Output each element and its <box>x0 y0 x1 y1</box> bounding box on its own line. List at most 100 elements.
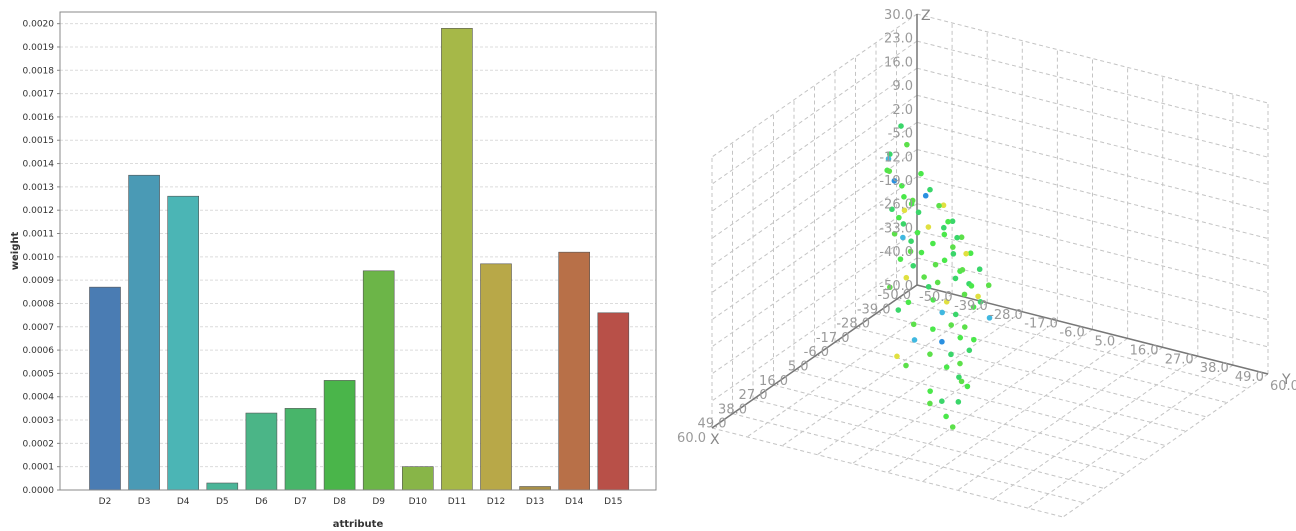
y-tick-label: 0.0009 <box>23 276 55 286</box>
y-tick-label: 0.0006 <box>23 346 55 356</box>
y-tick-label: -17.0 <box>1024 317 1058 332</box>
z-tick-label: 2.0 <box>892 103 913 118</box>
wall-gridline <box>916 121 1269 212</box>
scatter-points <box>884 123 993 430</box>
scatter-point <box>968 283 975 289</box>
scatter-point <box>897 256 904 262</box>
scatter-point <box>891 178 898 184</box>
scatter-point <box>943 299 950 305</box>
floor-gridline <box>896 298 1248 389</box>
3d-tick-labels: -50.0 -40.0 -33.0 -26.0 -19.0 -12.0 -5.0 2.0 9.0… <box>677 8 1296 448</box>
scatter-point <box>941 257 948 264</box>
x-tick-label: 38.0 <box>718 402 747 417</box>
wall-gridline <box>916 40 1269 131</box>
scatter-point <box>934 279 941 286</box>
scatter-point <box>907 248 914 255</box>
x-tick-label: D10 <box>409 497 428 507</box>
bar-D9 <box>362 270 395 491</box>
scatter-point <box>948 322 955 328</box>
scatter-point <box>956 374 962 380</box>
x-tick-label: -28.0 <box>836 317 870 332</box>
scatter-point <box>936 202 942 209</box>
scatter-point <box>943 413 949 420</box>
scatter-point <box>976 266 983 273</box>
scatter-point <box>914 229 921 236</box>
bar-D11 <box>441 28 473 491</box>
x-tick-label: D14 <box>565 497 584 507</box>
x-tick-label: D4 <box>177 497 190 507</box>
scatter-point <box>941 231 948 238</box>
y-tick-label: -28.0 <box>989 308 1023 323</box>
bar-D5 <box>206 482 239 491</box>
x-tick-label: D2 <box>99 497 112 507</box>
bar-D13 <box>519 486 551 491</box>
y-tick-label: 60.0 <box>1270 379 1296 394</box>
x-tick-label: -6.0 <box>804 345 829 360</box>
x-tick-label: D6 <box>255 497 268 507</box>
scatter-point <box>957 334 964 341</box>
x-tick-labels: D2 D3 D4 D5 D6 D7 D8 D9 D10 D11 D12 D13 D14 D15 <box>99 497 623 507</box>
scatter-point <box>930 326 936 332</box>
scatter-point <box>940 202 947 209</box>
x-tick-label: D5 <box>216 497 229 507</box>
scatter-point <box>887 151 893 157</box>
y-tick-label: 49.0 <box>1235 370 1264 385</box>
y-tick-label: 38.0 <box>1200 361 1229 376</box>
y-tick-label: 0.0013 <box>23 183 55 193</box>
scatter-point <box>901 194 907 200</box>
wall-gridline <box>916 13 1269 104</box>
scatter-point <box>939 338 945 345</box>
scatter-point <box>952 275 959 282</box>
z-tick-label: -26.0 <box>879 198 913 213</box>
scatter-point <box>966 347 973 354</box>
bars <box>89 28 630 491</box>
y-axis-title: weight <box>10 232 21 271</box>
scatter-point <box>918 249 925 256</box>
bar-D7 <box>284 408 317 491</box>
scatter-point <box>903 274 910 281</box>
scatter-point <box>894 353 900 360</box>
y-tick-label: 0.0017 <box>23 90 55 100</box>
y-tick-labels: 0.0000 0.0001 0.0002 0.0003 0.0004 0.0005 0.00… <box>23 20 60 496</box>
y-tick-label: 16.0 <box>1130 343 1159 358</box>
scatter-point <box>899 182 905 189</box>
x-tick-label: 16.0 <box>759 374 788 389</box>
scatter-point <box>950 251 957 257</box>
scatter-point <box>949 424 956 430</box>
scatter-point <box>905 299 912 306</box>
scatter-point <box>927 186 933 193</box>
bar-gridlines <box>60 23 656 491</box>
x-tick-label: 27.0 <box>739 388 768 403</box>
scatter-point <box>977 299 984 305</box>
scatter-point <box>910 321 917 328</box>
floor-gridline <box>773 384 1125 475</box>
bar-D4 <box>167 195 199 491</box>
y-tick-label: 0.0012 <box>23 206 55 216</box>
scatter-point <box>908 238 914 244</box>
y-tick-label: 0.0004 <box>23 393 55 403</box>
scatter-point <box>945 218 951 225</box>
y-tick-label: 0.0001 <box>23 463 55 473</box>
y-axis-line <box>916 284 1269 375</box>
wall-gridline <box>916 203 1269 294</box>
x-tick-label: 49.0 <box>698 417 727 432</box>
scatter-point <box>967 250 974 257</box>
scatter-point <box>941 224 947 231</box>
x-tick-label: D8 <box>333 497 346 507</box>
z-tick-label: -40.0 <box>879 245 913 260</box>
y-tick-label: 0.0016 <box>23 113 55 123</box>
bar-D8 <box>323 380 356 491</box>
x-axis-title: attribute <box>333 519 384 530</box>
bar-D3 <box>128 174 160 491</box>
scatter-point <box>886 168 893 174</box>
bar-D14 <box>558 251 591 491</box>
scatter-point <box>970 304 977 310</box>
z-tick-label: 16.0 <box>884 55 913 70</box>
scatter-point <box>932 261 939 268</box>
x-tick-label: -39.0 <box>857 302 891 317</box>
y-tick-label: -50.0 <box>919 290 953 305</box>
scatter-point <box>985 282 992 289</box>
floor-gridline <box>732 413 1084 504</box>
plot-frame <box>59 11 657 491</box>
scatter-point <box>949 218 956 225</box>
